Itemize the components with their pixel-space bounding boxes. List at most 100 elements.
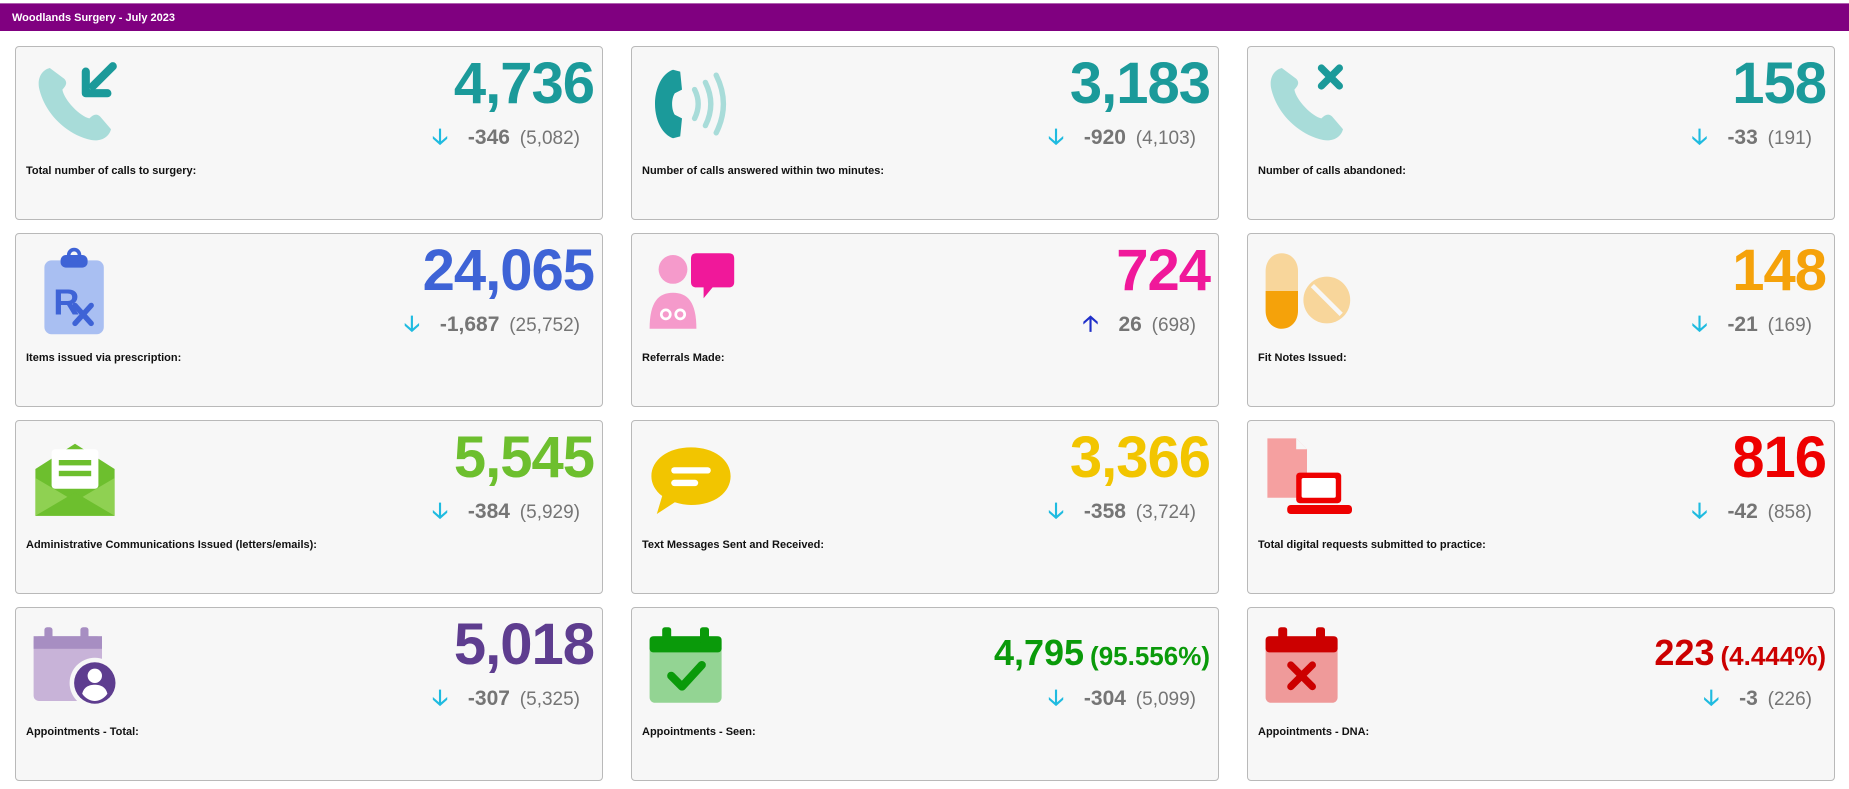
calendar-user-icon bbox=[30, 620, 120, 710]
kpi-change: 🡣 -920 (4,103) bbox=[1048, 123, 1196, 153]
kpi-value: 148 bbox=[1732, 238, 1827, 303]
kpi-card-prescriptions: R 24,065 🡣 -1,687 (25,752) Items issued v… bbox=[15, 233, 603, 407]
kpi-change-value: -307 bbox=[467, 687, 510, 710]
kpi-label: Administrative Communications Issued (le… bbox=[26, 539, 317, 551]
arrow-down-icon: 🡣 bbox=[1691, 311, 1708, 336]
kpi-card-total-calls: 4,736 🡣 -346 (5,082) Total number of call… bbox=[15, 46, 603, 220]
kpi-previous-value: (5,099) bbox=[1135, 689, 1196, 710]
kpi-previous-value: (5,082) bbox=[519, 128, 580, 149]
kpi-card-fit-notes: 148 🡣 -21 (169) Fit Notes Issued: bbox=[1247, 233, 1835, 407]
kpi-label: Appointments - Seen: bbox=[642, 726, 756, 738]
kpi-previous-value: (4,103) bbox=[1135, 128, 1196, 149]
kpi-change-value: -21 bbox=[1727, 313, 1758, 336]
kpi-card-admin-comms: 5,545 🡣 -384 (5,929) Administrative Commu… bbox=[15, 420, 603, 594]
kpi-previous-value: (169) bbox=[1767, 315, 1812, 336]
arrow-down-icon: 🡣 bbox=[1691, 498, 1708, 523]
kpi-value: 158 bbox=[1732, 51, 1827, 116]
calendar-check-icon bbox=[646, 620, 736, 710]
kpi-label: Text Messages Sent and Received: bbox=[642, 539, 824, 551]
kpi-change: 🡣 -307 (5,325) bbox=[432, 684, 580, 714]
kpi-card-digital-requests: 816 🡣 -42 (858) Total digital requests su… bbox=[1247, 420, 1835, 594]
kpi-label: Appointments - DNA: bbox=[1258, 726, 1370, 738]
kpi-label: Number of calls abandoned: bbox=[1258, 165, 1406, 177]
kpi-change: 🡣 -3 (226) bbox=[1703, 684, 1812, 714]
kpi-previous-value: (226) bbox=[1767, 689, 1812, 710]
message-bubble-icon bbox=[646, 433, 736, 523]
kpi-value: 816 bbox=[1732, 425, 1827, 490]
kpi-value: 3,183 bbox=[1069, 51, 1211, 116]
kpi-value: 4,795 bbox=[993, 632, 1085, 673]
kpi-value: 4,736 bbox=[453, 51, 595, 116]
kpi-grid: 4,736 🡣 -346 (5,082) Total number of call… bbox=[15, 46, 1835, 781]
kpi-card-appointments-dna: 223 (4.444%) 🡣 -3 (226) Appointments - DNA… bbox=[1247, 607, 1835, 781]
kpi-value: 5,018 bbox=[453, 612, 595, 677]
arrow-down-icon: 🡣 bbox=[432, 124, 448, 149]
kpi-value: 24,065 bbox=[422, 238, 595, 303]
arrow-down-icon: 🡣 bbox=[404, 311, 420, 336]
open-envelope-icon bbox=[30, 433, 120, 523]
kpi-change: 🡣 -33 (191) bbox=[1692, 123, 1812, 153]
kpi-card-calls-abandoned: 158 🡣 -33 (191) Number of calls abandoned… bbox=[1247, 46, 1835, 220]
phone-missed-icon bbox=[1262, 59, 1352, 149]
kpi-label: Referrals Made: bbox=[642, 352, 725, 364]
kpi-card-appointments-seen: 4,795 (95.556%) 🡣 -304 (5,099) Appointment… bbox=[631, 607, 1219, 781]
arrow-down-icon: 🡣 bbox=[1048, 498, 1064, 523]
kpi-change-value: -33 bbox=[1727, 126, 1758, 149]
doctor-chat-icon bbox=[646, 246, 736, 336]
kpi-value: 5,545 bbox=[453, 425, 595, 490]
kpi-change: 🡣 -1,687 (25,752) bbox=[404, 310, 580, 340]
calendar-cross-icon bbox=[1262, 620, 1352, 710]
kpi-change: 🡣 -384 (5,929) bbox=[432, 497, 580, 527]
kpi-label: Total number of calls to surgery: bbox=[26, 165, 197, 177]
kpi-change-value: -42 bbox=[1727, 500, 1758, 523]
arrow-down-icon: 🡣 bbox=[432, 685, 448, 710]
kpi-percent: (95.556%) bbox=[1090, 641, 1210, 671]
laptop-document-icon bbox=[1262, 433, 1352, 523]
kpi-change-value: -384 bbox=[467, 500, 510, 523]
kpi-value-with-percent: 4,795 (95.556%) bbox=[994, 628, 1210, 681]
kpi-card-referrals: 724 🡡 26 (698) Referrals Made: bbox=[631, 233, 1219, 407]
kpi-label: Fit Notes Issued: bbox=[1258, 352, 1347, 364]
kpi-previous-value: (3,724) bbox=[1135, 502, 1196, 523]
arrow-down-icon: 🡣 bbox=[1691, 124, 1708, 149]
arrow-down-icon: 🡣 bbox=[1048, 685, 1064, 710]
kpi-label: Number of calls answered within two minu… bbox=[642, 165, 885, 177]
kpi-change-value: -1,687 bbox=[439, 313, 500, 336]
arrow-down-icon: 🡣 bbox=[1048, 124, 1064, 149]
kpi-value: 3,366 bbox=[1069, 425, 1211, 490]
kpi-value-with-percent: 223 (4.444%) bbox=[1654, 628, 1826, 681]
pills-icon bbox=[1262, 246, 1352, 336]
arrow-up-icon: 🡡 bbox=[1082, 311, 1099, 336]
phone-incoming-icon bbox=[30, 59, 120, 149]
kpi-card-calls-answered: 3,183 🡣 -920 (4,103) Number of calls answ… bbox=[631, 46, 1219, 220]
kpi-card-text-messages: 3,366 🡣 -358 (3,724) Text Messages Sent a… bbox=[631, 420, 1219, 594]
kpi-change: 🡣 -304 (5,099) bbox=[1048, 684, 1196, 714]
dashboard-title: Woodlands Surgery - July 2023 bbox=[0, 3, 1849, 31]
kpi-previous-value: (5,929) bbox=[519, 502, 580, 523]
kpi-previous-value: (5,325) bbox=[519, 689, 580, 710]
kpi-percent: (4.444%) bbox=[1720, 641, 1827, 671]
kpi-label: Items issued via prescription: bbox=[26, 352, 182, 364]
kpi-card-appointments-total: 5,018 🡣 -307 (5,325) Appointments - Total… bbox=[15, 607, 603, 781]
kpi-value: 223 bbox=[1654, 632, 1715, 673]
kpi-change: 🡡 26 (698) bbox=[1083, 310, 1196, 340]
arrow-down-icon: 🡣 bbox=[432, 498, 448, 523]
arrow-down-icon: 🡣 bbox=[1703, 685, 1720, 710]
kpi-previous-value: (698) bbox=[1151, 315, 1196, 336]
kpi-change-value: -920 bbox=[1083, 126, 1126, 149]
kpi-label: Total digital requests submitted to prac… bbox=[1258, 539, 1486, 551]
kpi-previous-value: (191) bbox=[1767, 128, 1812, 149]
kpi-change-value: -346 bbox=[467, 126, 510, 149]
kpi-change: 🡣 -358 (3,724) bbox=[1048, 497, 1196, 527]
kpi-change: 🡣 -42 (858) bbox=[1692, 497, 1812, 527]
phone-ringing-icon bbox=[646, 59, 736, 149]
prescription-clipboard-icon: R bbox=[30, 246, 120, 336]
kpi-previous-value: (25,752) bbox=[509, 315, 580, 336]
kpi-change: 🡣 -346 (5,082) bbox=[432, 123, 580, 153]
kpi-change: 🡣 -21 (169) bbox=[1692, 310, 1812, 340]
kpi-label: Appointments - Total: bbox=[26, 726, 139, 738]
kpi-previous-value: (858) bbox=[1767, 502, 1812, 523]
svg-text:R: R bbox=[53, 281, 79, 322]
kpi-change-value: -304 bbox=[1083, 687, 1126, 710]
kpi-change-value: 26 bbox=[1118, 313, 1142, 336]
